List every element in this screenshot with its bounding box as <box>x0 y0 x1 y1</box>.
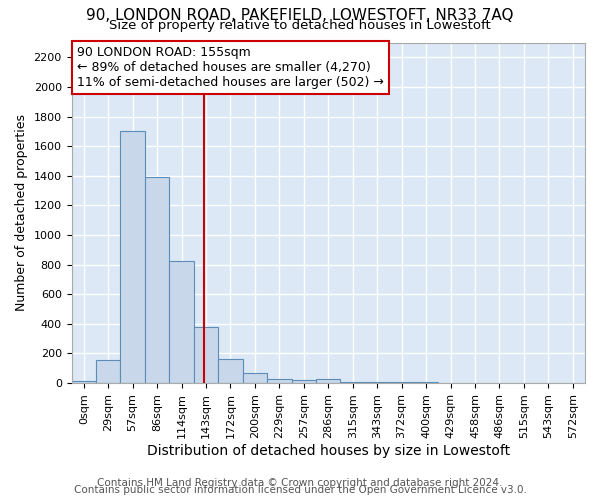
Bar <box>169 261 194 383</box>
Bar <box>71 381 96 383</box>
Bar <box>365 382 389 383</box>
Bar <box>145 178 169 383</box>
Bar <box>340 382 365 383</box>
Y-axis label: Number of detached properties: Number of detached properties <box>15 114 28 312</box>
Text: 90 LONDON ROAD: 155sqm
← 89% of detached houses are smaller (4,270)
11% of semi-: 90 LONDON ROAD: 155sqm ← 89% of detached… <box>77 46 383 89</box>
Bar <box>242 374 267 383</box>
Text: 90, LONDON ROAD, PAKEFIELD, LOWESTOFT, NR33 7AQ: 90, LONDON ROAD, PAKEFIELD, LOWESTOFT, N… <box>86 8 514 22</box>
Bar <box>218 360 242 383</box>
Text: Contains HM Land Registry data © Crown copyright and database right 2024.: Contains HM Land Registry data © Crown c… <box>97 478 503 488</box>
Bar <box>316 380 340 383</box>
X-axis label: Distribution of detached houses by size in Lowestoft: Distribution of detached houses by size … <box>147 444 510 458</box>
Bar <box>121 132 145 383</box>
Bar <box>292 380 316 383</box>
Bar <box>389 382 414 383</box>
Bar <box>194 327 218 383</box>
Text: Size of property relative to detached houses in Lowestoft: Size of property relative to detached ho… <box>109 18 491 32</box>
Bar <box>96 360 121 383</box>
Bar <box>267 380 292 383</box>
Bar <box>414 382 438 383</box>
Text: Contains public sector information licensed under the Open Government Licence v3: Contains public sector information licen… <box>74 485 526 495</box>
